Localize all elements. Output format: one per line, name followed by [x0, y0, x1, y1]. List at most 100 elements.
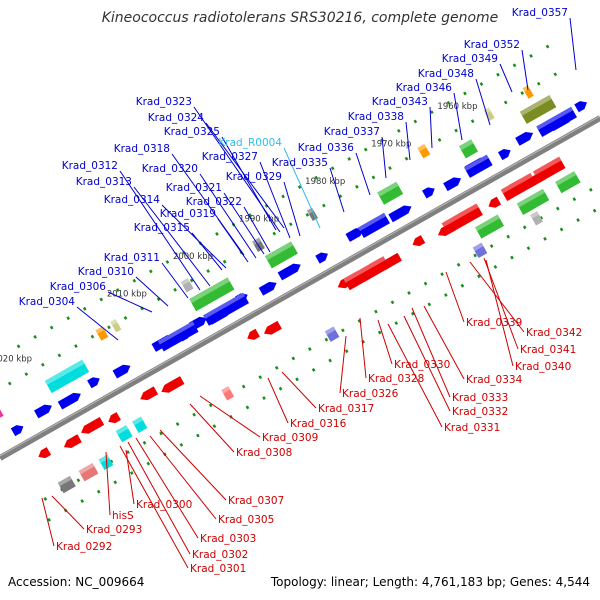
- leader-line: [411, 307, 451, 398]
- track-dash: [437, 138, 442, 142]
- gene-arrow: [422, 187, 435, 199]
- gene-box-shine: [343, 256, 386, 283]
- gene-box-shine: [324, 326, 336, 335]
- gene-arrow: [515, 132, 534, 146]
- track-dash: [295, 377, 299, 382]
- gene-box: [533, 156, 566, 183]
- track-dash: [444, 293, 448, 297]
- track-dash: [179, 442, 184, 447]
- gene-arrow: [388, 205, 412, 223]
- gene-label: Krad_0348: [418, 68, 474, 80]
- gene-label: Krad_0329: [226, 171, 282, 183]
- leader-line: [359, 317, 367, 379]
- gene-label: Krad_0302: [192, 549, 248, 561]
- track-dash: [278, 386, 283, 391]
- leader-line: [217, 218, 249, 263]
- leader-line: [243, 206, 271, 253]
- leader-line: [205, 122, 285, 229]
- track-dash: [446, 100, 451, 105]
- leader-line: [161, 204, 227, 269]
- gene-box-shine: [115, 425, 129, 435]
- track-dash: [324, 337, 329, 342]
- track-dash: [506, 234, 511, 239]
- track-dash: [215, 231, 219, 236]
- gene-box: [95, 326, 109, 341]
- gene-box: [464, 154, 493, 178]
- track-dash: [470, 119, 475, 124]
- gene-arrow: [87, 377, 100, 389]
- leader-line: [469, 261, 525, 333]
- gene-box-shine: [536, 106, 574, 131]
- track-dash: [245, 405, 250, 410]
- track-dash: [427, 302, 432, 307]
- track-dash: [165, 260, 170, 264]
- gene-box: [417, 143, 431, 159]
- gene-box-shine: [221, 386, 231, 394]
- leader-line: [41, 497, 55, 547]
- gene-box: [64, 359, 90, 382]
- track-dash: [96, 489, 101, 494]
- leader-line: [221, 136, 277, 231]
- leader-line: [499, 63, 513, 93]
- track-dash: [222, 259, 227, 264]
- track-dash: [526, 246, 531, 251]
- gene-label: Krad_0316: [290, 418, 347, 430]
- leader-line: [267, 377, 289, 424]
- gene-features: [0, 85, 587, 494]
- track-dash: [16, 344, 21, 349]
- track-dash: [241, 384, 246, 389]
- gene-box: [189, 277, 235, 312]
- leader-line: [381, 136, 387, 179]
- gene-box-shine: [95, 326, 105, 334]
- gene-box: [110, 318, 122, 333]
- track-dash: [377, 330, 382, 335]
- track-dash: [440, 272, 444, 277]
- track-dash: [41, 362, 45, 367]
- track-dash: [196, 433, 200, 438]
- track-dash: [80, 499, 85, 504]
- gene-label: Krad_R0004: [218, 137, 282, 149]
- gene-label: Krad_0357: [512, 7, 568, 19]
- track-dash: [572, 197, 577, 202]
- gene-box: [500, 172, 537, 202]
- track-dash: [355, 184, 359, 189]
- track-dash: [192, 412, 196, 417]
- leader-line: [191, 232, 223, 271]
- gene-box: [522, 85, 534, 99]
- gene-box-shine: [157, 321, 195, 345]
- track-dash: [113, 480, 118, 485]
- gene-box: [483, 107, 495, 121]
- track-dash: [555, 206, 560, 211]
- gene-label: Krad_0337: [324, 126, 380, 138]
- gene-label: Krad_0313: [76, 176, 132, 188]
- leader-line: [107, 291, 153, 313]
- gene-box-shine: [464, 154, 489, 171]
- gene-arrow: [247, 328, 260, 340]
- genome-summary-text: Topology: linear; Length: 4,761,183 bp; …: [270, 575, 590, 589]
- track-dash: [262, 396, 266, 400]
- track-dash: [341, 328, 345, 333]
- gene-arrow: [574, 101, 587, 113]
- track-dash: [413, 119, 418, 124]
- backbone-highlight: [0, 115, 600, 457]
- gene-box: [472, 242, 488, 259]
- track-dash: [123, 315, 128, 320]
- gene-label: Krad_0340: [515, 361, 571, 373]
- gene-box: [555, 171, 581, 194]
- gene-box: [519, 94, 557, 124]
- track-dash: [206, 269, 210, 274]
- gene-arrow: [488, 196, 502, 208]
- track-dash: [82, 306, 87, 311]
- track-dash: [126, 450, 130, 455]
- leader-line: [105, 451, 111, 516]
- leader-line: [135, 437, 199, 539]
- gene-label: Krad_0300: [136, 499, 192, 511]
- gene-arrow: [264, 320, 282, 335]
- gene-label: Krad_0292: [56, 541, 112, 553]
- gene-box: [157, 321, 199, 352]
- gene-box-shine: [64, 359, 85, 374]
- gene-arrow: [443, 177, 462, 192]
- track-dash: [510, 255, 514, 260]
- leader-line: [51, 495, 85, 530]
- leader-line: [161, 262, 189, 299]
